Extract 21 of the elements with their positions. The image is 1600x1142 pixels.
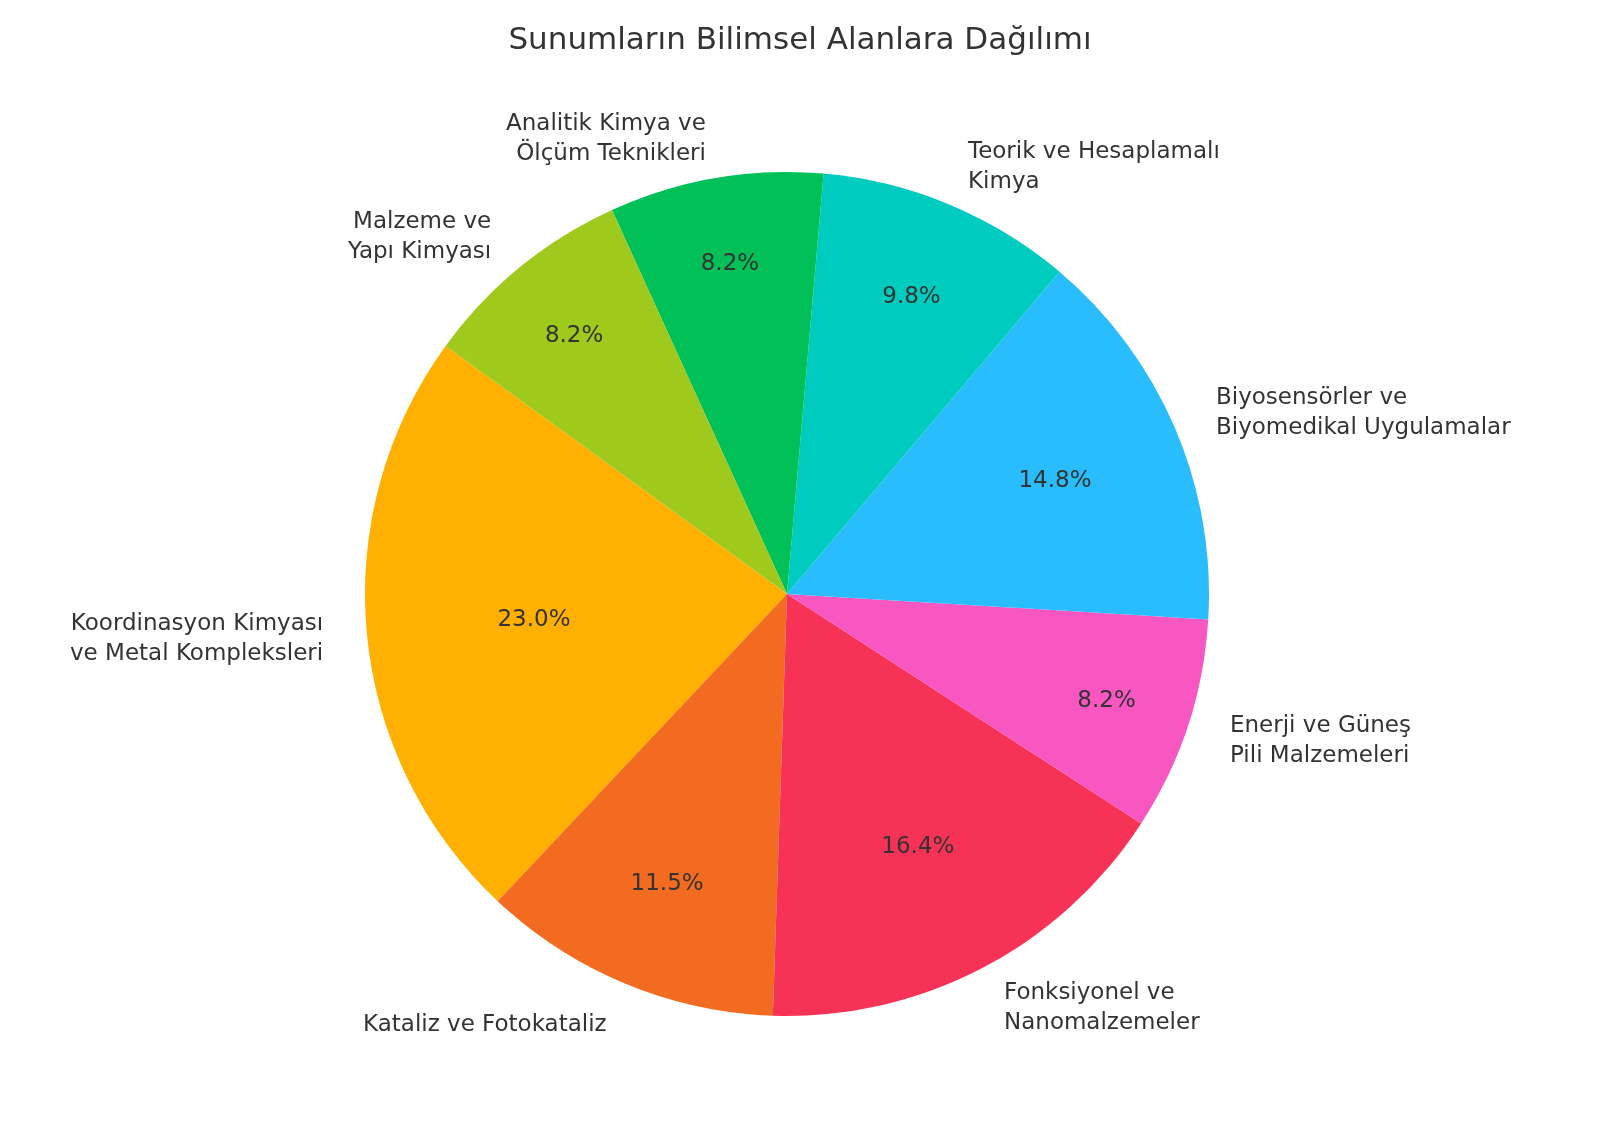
slice-label: Analitik Kimya ve Ölçüm Teknikleri bbox=[506, 109, 706, 165]
data-label: 16.4% bbox=[881, 831, 955, 858]
slice-label: Kataliz ve Fotokataliz bbox=[363, 1010, 607, 1036]
data-label: 8.2% bbox=[700, 249, 760, 276]
slice-label: Teorik ve Hesaplamalı Kimya bbox=[967, 137, 1220, 193]
slice-label: Malzeme ve Yapı Kimyası bbox=[347, 207, 492, 263]
pie-slice bbox=[787, 594, 1209, 824]
data-label: 23.0% bbox=[497, 604, 571, 631]
data-label: 8.2% bbox=[1077, 686, 1136, 713]
slice-label: Koordinasyon Kimyası ve Metal Kompleksleri bbox=[70, 609, 324, 665]
slice-label: Enerji ve Güneş Pili Malzemeleri bbox=[1230, 711, 1411, 767]
pie-slice bbox=[611, 172, 824, 594]
slice-label: Biyosensörler ve Biyomedikal Uygulamalar bbox=[1216, 383, 1512, 439]
pie-slice bbox=[787, 271, 1209, 620]
data-label: 9.8% bbox=[882, 281, 941, 308]
slice-label: Fonksiyonel ve Nanomalzemeler bbox=[1004, 978, 1201, 1034]
data-label: 8.2% bbox=[544, 320, 604, 347]
data-label: 14.8% bbox=[1018, 466, 1092, 493]
pie-slice bbox=[365, 345, 787, 902]
chart-title: Sunumların Bilimsel Alanlara Dağılımı bbox=[508, 19, 1092, 56]
data-label: 11.5% bbox=[630, 868, 704, 895]
